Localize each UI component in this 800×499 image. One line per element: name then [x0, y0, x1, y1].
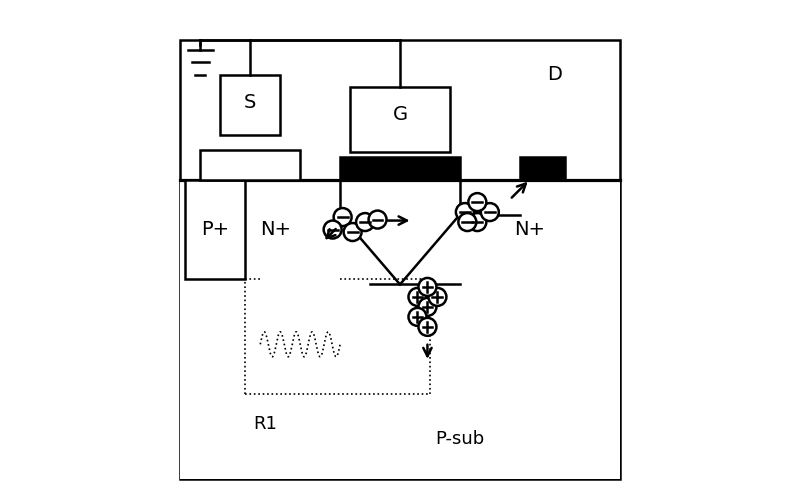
Text: P-sub: P-sub [435, 430, 485, 448]
Circle shape [456, 203, 474, 221]
Bar [220, 75, 280, 135]
Circle shape [418, 298, 437, 316]
Circle shape [409, 288, 426, 306]
Circle shape [418, 318, 437, 336]
Text: R1: R1 [254, 415, 278, 433]
Bar [181, 40, 619, 479]
Bar [350, 87, 450, 152]
Circle shape [409, 308, 426, 326]
Bar [520, 157, 565, 180]
Circle shape [429, 288, 446, 306]
Circle shape [334, 208, 351, 226]
Bar [186, 180, 246, 279]
Circle shape [468, 213, 486, 231]
Circle shape [481, 203, 499, 221]
Text: G: G [393, 105, 407, 124]
Circle shape [356, 213, 374, 231]
Text: N+: N+ [514, 220, 546, 239]
Text: P+: P+ [202, 220, 230, 239]
Text: D: D [547, 65, 562, 84]
Circle shape [418, 278, 437, 296]
Bar [181, 180, 619, 479]
Circle shape [458, 213, 476, 231]
Text: N+: N+ [260, 220, 290, 239]
Circle shape [344, 223, 362, 241]
Circle shape [324, 221, 342, 239]
Text: S: S [244, 93, 257, 112]
Bar [200, 150, 300, 180]
Bar [340, 157, 460, 180]
Circle shape [468, 193, 486, 211]
Circle shape [369, 211, 386, 229]
Bar [340, 157, 460, 180]
Bar [520, 157, 565, 180]
